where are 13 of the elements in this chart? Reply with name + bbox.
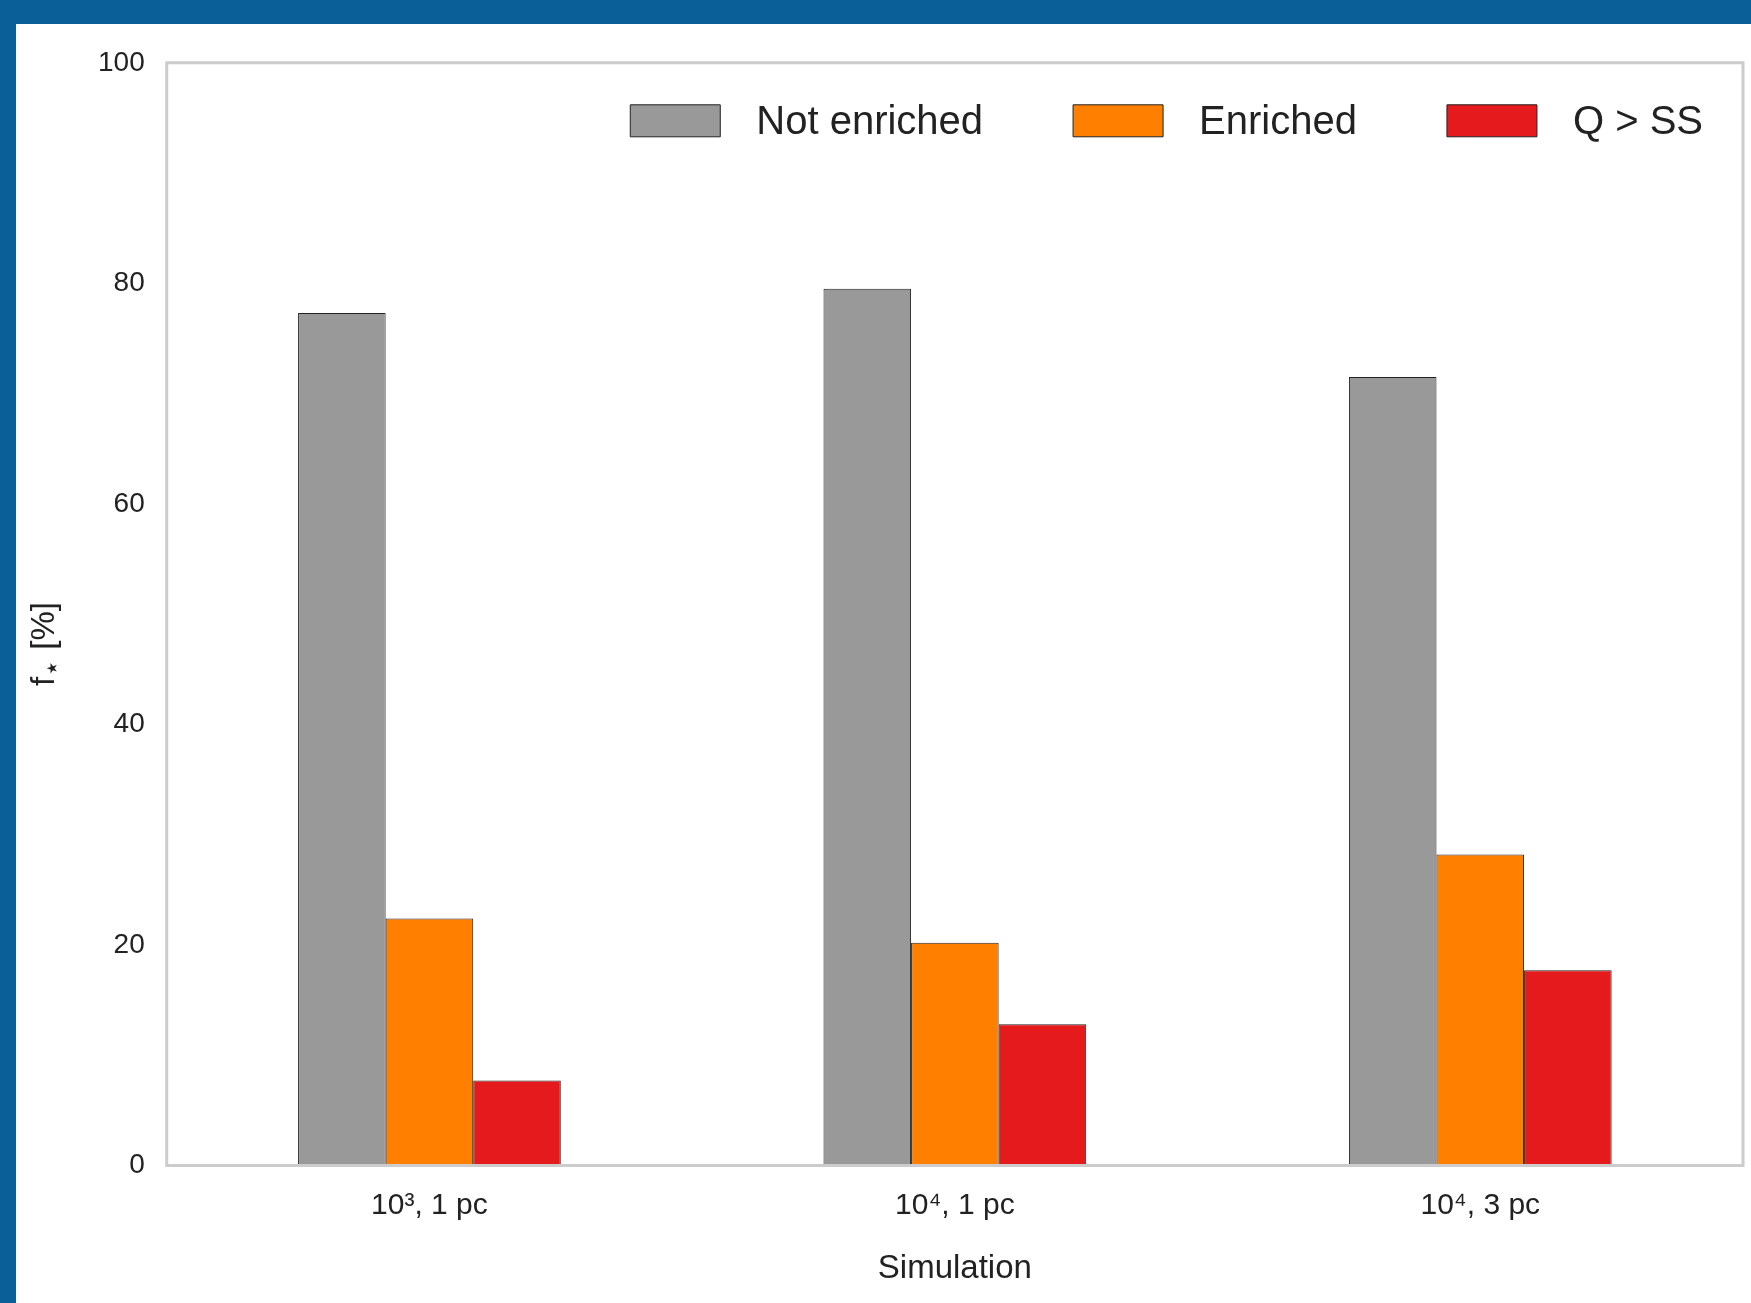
legend-label: Q > SS xyxy=(1572,97,1703,142)
x-tick-label: 10³, 1 pc xyxy=(371,1186,488,1220)
y-tick-label: 80 xyxy=(113,266,145,298)
y-tick-label: 40 xyxy=(113,707,145,739)
x-axis-title: Simulation xyxy=(877,1248,1032,1286)
x-tick-label: 10⁴, 3 pc xyxy=(1420,1186,1541,1220)
legend-label: Not enriched xyxy=(756,97,984,142)
legend-label: Enriched xyxy=(1199,97,1357,142)
y-tick-label: 0 xyxy=(129,1148,145,1180)
y-tick-label: 20 xyxy=(113,927,145,959)
y-tick-label: 100 xyxy=(98,45,145,77)
y-tick-label: 60 xyxy=(113,486,145,518)
x-tick-label: 10⁴, 1 pc xyxy=(895,1186,1015,1220)
